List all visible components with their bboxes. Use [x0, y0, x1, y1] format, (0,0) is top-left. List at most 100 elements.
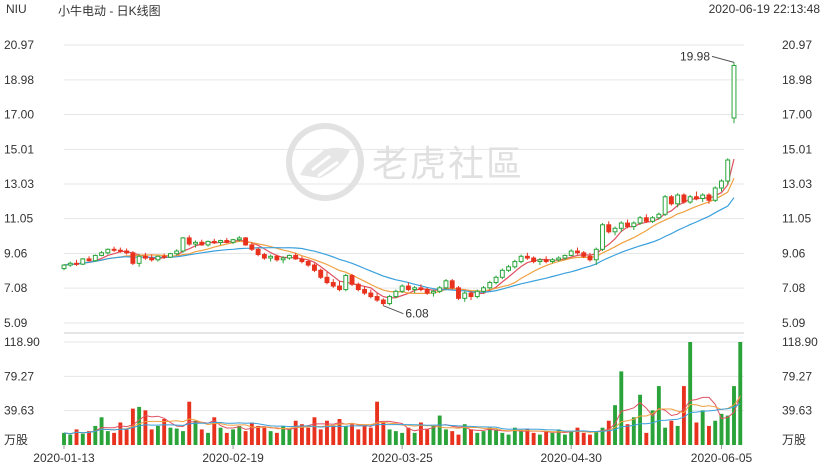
candle-down	[581, 252, 587, 257]
volume-bar-down	[368, 427, 373, 445]
candle-up	[218, 240, 223, 243]
volume-bar-up	[155, 425, 160, 445]
volume-bar-up	[62, 432, 66, 445]
volume-bar-down	[337, 419, 342, 445]
volume-bar-up	[562, 434, 567, 445]
volume-axis-right: 118.90 79.27 39.63 万股	[782, 335, 818, 447]
ma20-line	[63, 197, 735, 293]
candle-up	[725, 159, 731, 182]
volume-bar-up	[287, 429, 292, 445]
volume-bar-down	[118, 422, 123, 445]
candle-down	[161, 255, 167, 258]
volume-bar-down	[350, 424, 354, 445]
volume-bar-up	[444, 429, 448, 445]
volume-bar-down	[224, 432, 229, 445]
candle-up	[180, 237, 186, 252]
candle-up	[506, 266, 512, 271]
date-tick-label: 2020-04-30	[541, 451, 603, 465]
volume-bar-down	[262, 427, 267, 445]
volume-tick-right: 39.63	[782, 404, 812, 418]
candle-up	[731, 64, 737, 119]
candle-up	[286, 254, 292, 259]
volume-bar-up	[663, 427, 668, 445]
volume-bar-down	[293, 420, 298, 445]
price-tick-right: 20.97	[782, 38, 812, 52]
volume-bar-up	[462, 424, 467, 445]
volume-bar-up	[431, 425, 436, 445]
candle-up	[481, 287, 486, 292]
volume-bar-up	[556, 429, 561, 445]
volume-bar-up	[487, 427, 492, 445]
candle-up	[618, 222, 624, 229]
date-tick-label: 2020-01-13	[33, 451, 95, 465]
volume-bar-up	[600, 427, 605, 445]
candle-down	[199, 241, 205, 246]
volume-bar-up	[494, 429, 498, 445]
volume-bar-up	[519, 431, 524, 445]
date-tick-label: 2020-06-05	[691, 451, 753, 465]
candle-down	[243, 237, 249, 246]
volume-bar-down	[187, 401, 192, 445]
candle-up	[662, 196, 668, 215]
candle-down	[543, 259, 549, 263]
volume-bar-up	[594, 431, 599, 445]
candle-down	[224, 240, 230, 243]
volume-bar-up	[656, 386, 661, 445]
candle-up	[487, 282, 493, 289]
candle-up	[268, 255, 274, 259]
volume-bar-up	[613, 405, 617, 445]
candle-up	[136, 255, 142, 264]
candle-up	[518, 255, 524, 263]
volume-bar-up	[569, 431, 574, 445]
volume-bar-down	[300, 424, 304, 445]
volume-bar-up	[688, 342, 693, 445]
candle-up	[437, 287, 443, 292]
candle-down	[149, 257, 155, 261]
volume-tick-left: 79.27	[4, 369, 34, 383]
volume-bar-down	[575, 427, 580, 445]
candle-down	[424, 289, 430, 294]
candle-up	[174, 250, 180, 255]
volume-bar-up	[650, 410, 655, 445]
volume-bar-down	[243, 431, 248, 445]
candle-up	[387, 296, 393, 305]
candle-up	[280, 257, 286, 261]
candle-up	[637, 217, 643, 224]
stock-symbol: NIU	[6, 2, 27, 16]
price-tick-right: 18.98	[782, 73, 812, 87]
candle-up	[537, 259, 543, 263]
candle-up	[80, 258, 86, 265]
volume-bar-down	[625, 424, 630, 445]
candle-up	[600, 224, 605, 250]
volume-bar-down	[249, 422, 254, 445]
candle-up	[512, 261, 518, 268]
volume-bar-down	[644, 432, 649, 445]
volume-bar-up	[550, 432, 555, 445]
candle-down	[74, 262, 79, 265]
volume-bar-down	[149, 429, 154, 445]
volume-bar-up	[475, 432, 480, 445]
candle-down	[456, 287, 461, 299]
volume-ma5-line	[63, 395, 741, 435]
volume-bar-down	[707, 425, 711, 445]
volume-bar-up	[725, 415, 730, 445]
volume-bar-up	[237, 425, 242, 445]
volume-bar-down	[681, 386, 686, 445]
volume-tick-left: 39.63	[4, 404, 34, 418]
candle-down	[374, 296, 380, 301]
volume-bar-down	[694, 422, 699, 445]
volume-bar-down	[162, 419, 167, 445]
price-tick-left: 18.98	[4, 73, 34, 87]
candlestick-series	[61, 62, 737, 306]
candle-up	[719, 180, 724, 189]
candle-up	[562, 254, 568, 259]
volume-bar-down	[143, 410, 148, 445]
high-annotation-leader	[711, 55, 735, 63]
volume-bar-down	[306, 427, 311, 445]
volume-bar-down	[456, 434, 461, 445]
moving-average-lines	[63, 158, 735, 299]
volume-tick-right: 79.27	[782, 369, 812, 383]
volume-bar-up	[738, 342, 743, 445]
date-tick-label: 2020-03-25	[371, 451, 433, 465]
price-tick-left: 7.08	[4, 281, 28, 295]
